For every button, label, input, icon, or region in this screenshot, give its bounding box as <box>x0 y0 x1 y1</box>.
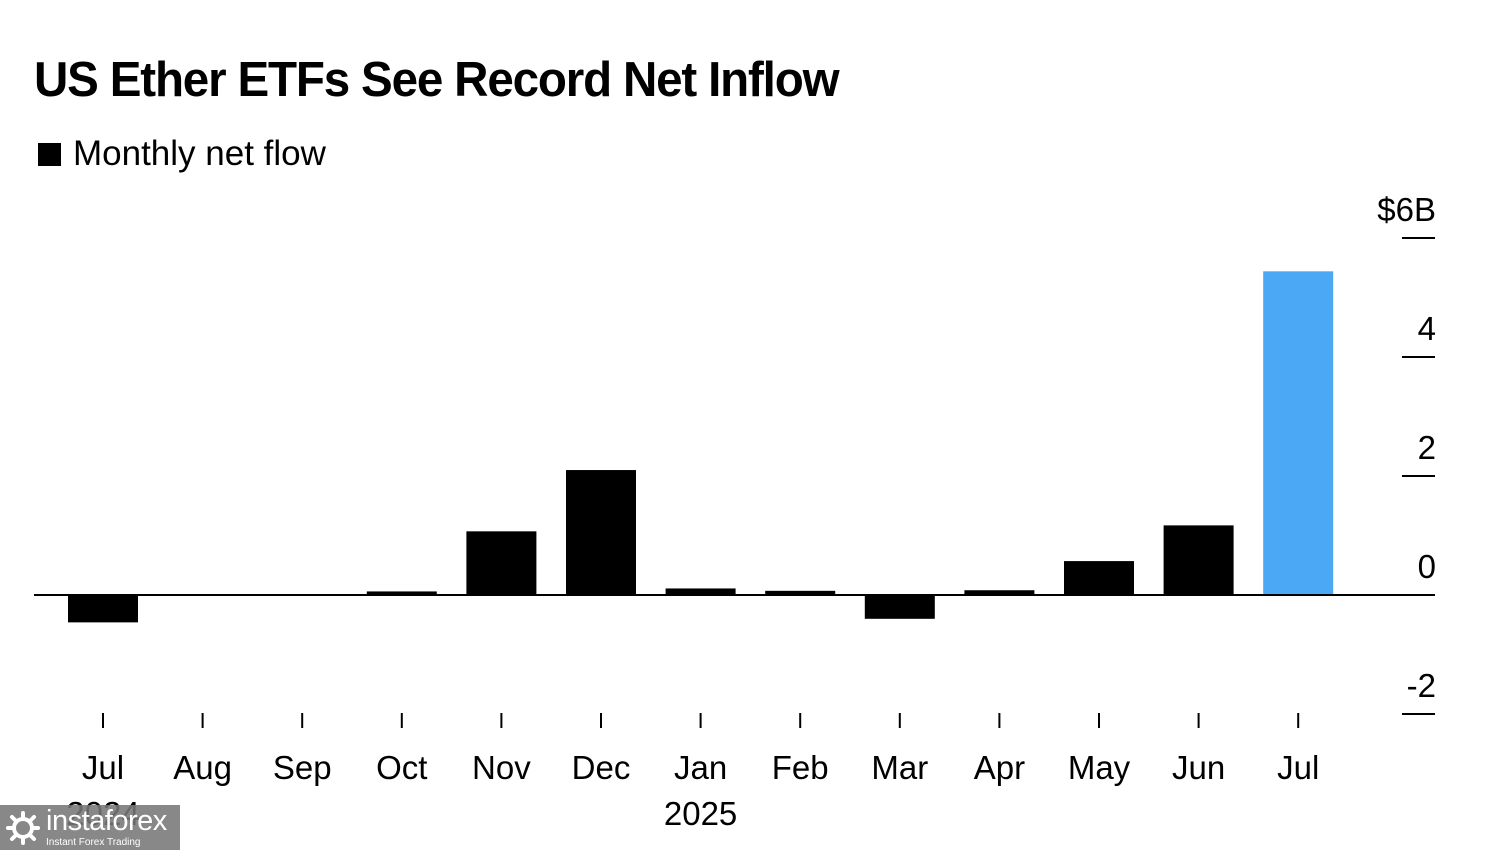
x-tick-label: Nov <box>472 749 531 786</box>
watermark-tagline: Instant Forex Trading <box>46 837 141 848</box>
watermark-name: instaforex <box>46 805 167 837</box>
watermark: instaforex Instant Forex Trading <box>0 805 180 850</box>
x-tick-label: Feb <box>772 749 829 786</box>
bar <box>366 591 437 595</box>
legend-swatch <box>38 142 61 166</box>
bar <box>665 588 736 595</box>
x-tick-label: Jan <box>674 749 727 786</box>
y-tick-label: $6B <box>1377 191 1436 228</box>
bar <box>68 595 138 623</box>
x-tick-label: Apr <box>974 749 1025 786</box>
bar <box>864 595 935 619</box>
x-tick-label: Jul <box>1277 749 1319 786</box>
x-tick-label: Aug <box>173 749 232 786</box>
bar <box>1163 525 1234 595</box>
bar <box>964 590 1035 595</box>
y-tick-label: -2 <box>1407 667 1436 704</box>
y-tick-label: 0 <box>1418 548 1436 585</box>
x-tick-label: Dec <box>572 749 631 786</box>
year-label: 2025 <box>664 795 737 832</box>
x-tick-label: Jul <box>82 749 124 786</box>
x-tick-label: Oct <box>376 749 427 786</box>
y-tick-label: 2 <box>1418 429 1436 466</box>
bar <box>1064 561 1134 595</box>
x-tick-label: Mar <box>871 749 928 786</box>
bar <box>466 531 537 595</box>
legend-label: Monthly net flow <box>73 134 326 173</box>
x-tick-label: Jun <box>1172 749 1225 786</box>
instaforex-logo-icon <box>6 810 40 845</box>
x-tick-label: May <box>1068 749 1131 786</box>
bar <box>765 590 836 595</box>
bar <box>566 470 636 595</box>
y-tick-label: 4 <box>1418 310 1436 347</box>
chart-title: US Ether ETFs See Record Net Inflow <box>34 53 840 107</box>
bar <box>1263 271 1334 595</box>
legend: Monthly net flow <box>38 134 326 174</box>
x-tick-label: Sep <box>273 749 332 786</box>
